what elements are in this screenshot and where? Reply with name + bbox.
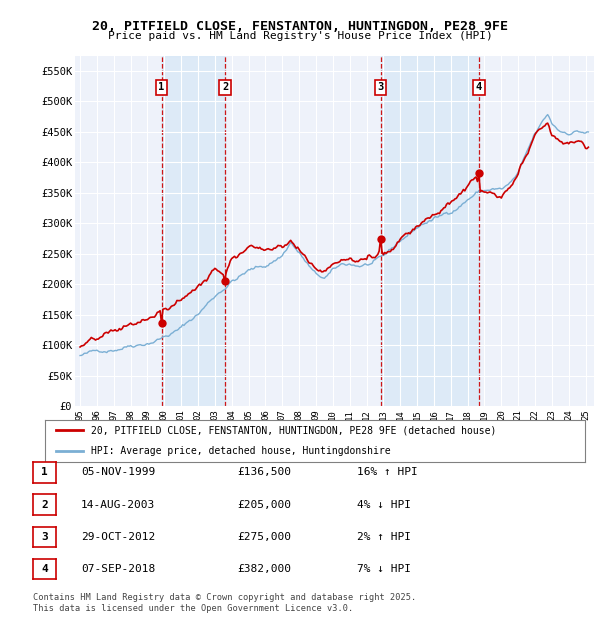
Text: Contains HM Land Registry data © Crown copyright and database right 2025.
This d: Contains HM Land Registry data © Crown c… (33, 593, 416, 613)
Bar (380, 56, 479, 406)
Text: Price paid vs. HM Land Registry's House Price Index (HPI): Price paid vs. HM Land Registry's House … (107, 31, 493, 41)
Text: 2: 2 (41, 500, 48, 510)
Text: 07-SEP-2018: 07-SEP-2018 (81, 564, 155, 574)
Bar (161, 56, 225, 406)
Text: £275,000: £275,000 (237, 532, 291, 542)
Text: £382,000: £382,000 (237, 564, 291, 574)
Text: 7% ↓ HPI: 7% ↓ HPI (357, 564, 411, 574)
Text: 4: 4 (41, 564, 48, 574)
Text: £205,000: £205,000 (237, 500, 291, 510)
Text: 1: 1 (158, 82, 165, 92)
Text: 4% ↓ HPI: 4% ↓ HPI (357, 500, 411, 510)
Text: 29-OCT-2012: 29-OCT-2012 (81, 532, 155, 542)
Text: 2: 2 (222, 82, 228, 92)
Text: 2% ↑ HPI: 2% ↑ HPI (357, 532, 411, 542)
Text: 1: 1 (41, 467, 48, 477)
Text: 14-AUG-2003: 14-AUG-2003 (81, 500, 155, 510)
Text: 16% ↑ HPI: 16% ↑ HPI (357, 467, 418, 477)
Text: 3: 3 (377, 82, 383, 92)
Text: 4: 4 (476, 82, 482, 92)
Text: £136,500: £136,500 (237, 467, 291, 477)
Text: 20, PITFIELD CLOSE, FENSTANTON, HUNTINGDON, PE28 9FE: 20, PITFIELD CLOSE, FENSTANTON, HUNTINGD… (92, 20, 508, 33)
Text: 3: 3 (41, 532, 48, 542)
Text: HPI: Average price, detached house, Huntingdonshire: HPI: Average price, detached house, Hunt… (91, 446, 391, 456)
Text: 05-NOV-1999: 05-NOV-1999 (81, 467, 155, 477)
Text: 20, PITFIELD CLOSE, FENSTANTON, HUNTINGDON, PE28 9FE (detached house): 20, PITFIELD CLOSE, FENSTANTON, HUNTINGD… (91, 425, 496, 435)
